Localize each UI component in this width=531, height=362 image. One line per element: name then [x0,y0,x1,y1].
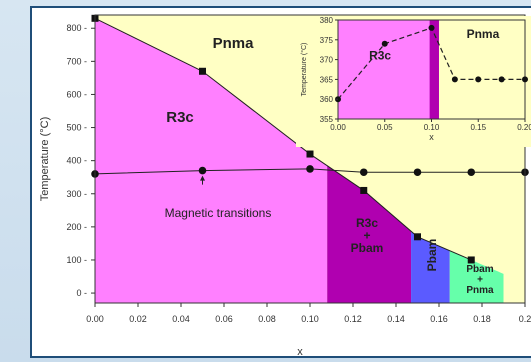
inset-point [498,76,505,83]
inset-x-tick-label: 0.20 [517,123,531,132]
x-tick-label: 0.04 [172,314,190,324]
inset-point [475,76,482,83]
inset-x-tick-label: 0.10 [424,123,440,132]
y-tick-label: 700 - [66,56,87,66]
label-pbam-pnma: Pbam + Pnma [466,264,494,296]
inset-x-tick-label: 0.00 [330,123,346,132]
boundary-point [414,233,421,241]
inset-y-axis-title: Temperature (°C) [300,43,308,97]
y-axis-title: Temperature (°C) [39,117,51,201]
region-pbam [411,231,450,303]
magnetic-transitions-annotation: Magnetic transitions [165,206,272,220]
inset-region-boundary [429,20,439,119]
inset-y-tick-label: 370 [320,56,334,65]
inset-label-r3c: R3c [369,49,391,63]
label-pnma-line: Pnma [213,35,255,52]
label-r3c-pbam: R3c + Pbam [351,216,384,255]
boundary-point [360,186,368,194]
boundary-point [199,67,206,75]
label-r3c: R3c [166,109,194,126]
inset-y-tick-label: 375 [320,36,334,45]
y-tick-label: 100 - [66,255,87,265]
label-pbam-pnma-line: Pbam [466,264,493,275]
magnetic-point [467,168,476,177]
inset-y-tick-label: 380 [320,16,334,25]
boundary-point [306,150,314,158]
x-tick-label: 0.14 [387,314,405,324]
inset-point [451,76,458,83]
x-tick-label: 0.16 [430,314,448,324]
label-pbam-line: Pbam [425,239,439,272]
region-pbam-pnma [449,250,504,303]
inset-x-tick-label: 0.15 [470,123,486,132]
x-tick-label: 0.12 [344,314,362,324]
label-r3c-pbam-line: R3c [356,216,378,230]
magnetic-point [198,166,207,175]
region-r3c-pbam [327,165,412,303]
label-pbam-pnma-line: Pnma [466,285,494,296]
y-tick-label: 500 - [66,123,87,133]
y-tick-label: 600 - [66,89,87,99]
inset-x-tick-label: 0.05 [377,123,393,132]
phase-boundary-line [94,17,472,261]
inset-y-tick-label: 365 [320,75,334,84]
label-r3c-pbam-line: Pbam [351,241,384,255]
inset-region-r3c [338,20,432,119]
x-tick-label: 0.18 [473,314,491,324]
magnetic-point [306,165,314,173]
x-tick-label: 0.10 [301,314,319,324]
x-tick-label: 0.02 [129,314,147,324]
x-tick-label: 0.08 [258,314,276,324]
inset-point [428,24,435,31]
inset-label-pnma: Pnma [467,27,500,41]
region-r3c [95,18,328,303]
y-tick-label: 300 - [66,189,87,199]
magnetic-point [359,168,368,177]
label-r3c-pbam-line: + [363,229,370,243]
inset-y-tick-label: 355 [320,115,334,124]
x-tick-label: 0.06 [215,314,233,324]
y-tick-label: 800 - [66,23,87,33]
inset-y-tick-label: 360 [320,95,334,104]
y-tick-label: 200 - [66,222,87,232]
annotation-arrowhead [200,175,205,181]
x-tick-label: 0.00 [86,314,104,324]
y-tick-label: 400 - [66,156,87,166]
magnetic-point [413,168,422,177]
x-axis-title: x [297,346,303,358]
label-r3c-line: R3c [166,109,194,126]
inset-point [381,40,388,47]
inset-point [522,76,528,83]
label-pnma: Pnma [213,35,255,52]
label-pbam-pnma-line: + [477,275,483,286]
label-pbam: Pbam [425,239,439,272]
x-tick-label: 0.2 [519,314,531,324]
y-tick-label: 0 - [76,288,87,298]
inset-x-axis-title: x [429,132,434,142]
boundary-point [467,256,475,264]
